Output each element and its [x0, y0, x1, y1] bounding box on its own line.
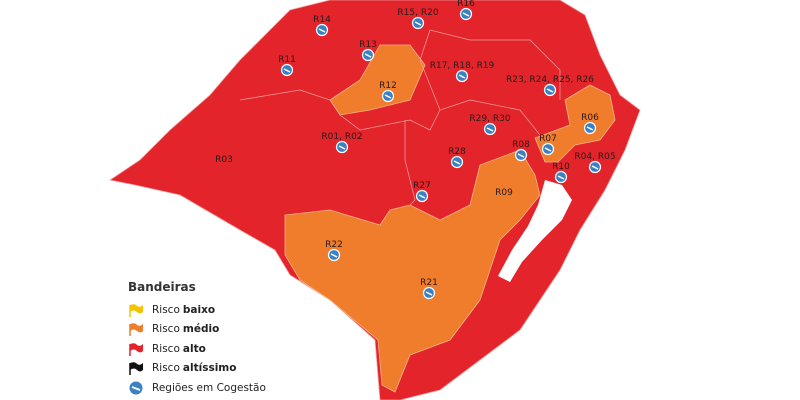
legend-item: Regiões em Cogestão: [128, 378, 266, 398]
region-borders: [404, 120, 416, 206]
region-label: R08: [512, 140, 530, 150]
flag-icon: [129, 303, 143, 317]
flag-icon: [129, 323, 143, 337]
legend-label: Risco: [152, 323, 180, 336]
region-marker: R22: [325, 240, 343, 262]
legend-label: Risco: [152, 362, 180, 375]
cogestao-glyph: [453, 160, 461, 165]
region-marker: R01, R02: [321, 132, 363, 154]
legend-label-bold: altíssimo: [182, 362, 237, 375]
legend-label: Risco: [152, 342, 180, 355]
flag-icon: [129, 362, 143, 376]
region-label: R27: [413, 181, 431, 191]
region-marker: R17, R18, R19: [430, 61, 495, 83]
cogestao-glyph: [338, 145, 346, 150]
region-borders: [419, 29, 561, 111]
region-r12-medium: [329, 44, 426, 116]
region-marker: R28: [448, 147, 466, 169]
region-marker: R03: [215, 155, 233, 165]
cogestao-glyph: [544, 147, 552, 152]
cogestao-glyph: [414, 21, 422, 26]
region-label: R04, R05: [574, 152, 615, 162]
region-marker: R16: [457, 0, 475, 21]
legend-label: Regiões em Cogestão: [152, 381, 266, 394]
region-marker: R14: [313, 15, 331, 37]
cogestao-icon: [129, 381, 143, 395]
cogestao-glyph: [591, 165, 599, 170]
region-label: R29, R30: [469, 114, 510, 124]
region-marker: R29, R30: [469, 114, 511, 136]
region-label: R06: [581, 113, 599, 123]
region-marker: R23, R24, R25, R26: [506, 75, 594, 97]
region-label: R28: [448, 147, 466, 157]
cogestao-glyph: [425, 291, 433, 296]
cogestao-glyph: [458, 74, 466, 79]
region-borders: [239, 89, 541, 136]
cogestao-glyph: [462, 12, 470, 17]
region-marker: R13: [359, 40, 377, 62]
cogestao-glyph: [486, 127, 494, 132]
legend-label-bold: alto: [182, 342, 206, 355]
cogestao-glyph: [364, 53, 372, 58]
region-label: R10: [552, 162, 570, 172]
cogestao-glyph: [557, 175, 565, 180]
region-r06-r07-medium: [534, 84, 616, 163]
region-marker: R12: [379, 81, 397, 103]
region-marker: R11: [278, 55, 296, 77]
region-marker: R04, R05: [574, 152, 616, 174]
region-label: R14: [313, 15, 331, 25]
flag-icon: [129, 342, 143, 356]
region-label: R11: [278, 55, 296, 65]
region-label: R01, R02: [321, 132, 362, 142]
region-label: R22: [325, 240, 343, 250]
lagoon: [498, 180, 572, 282]
region-label: R03: [215, 155, 233, 165]
region-label: R17, R18, R19: [430, 61, 495, 71]
legend-item: Risco alto: [128, 339, 266, 359]
cogestao-glyph: [330, 253, 338, 258]
region-label: R09: [495, 188, 513, 198]
legend-label-bold: médio: [182, 323, 220, 336]
region-label: R13: [359, 40, 377, 50]
region-marker: R21: [420, 278, 438, 300]
cogestao-glyph: [586, 126, 594, 131]
region-marker: R08: [512, 140, 530, 162]
region-label: R15, R20: [397, 8, 438, 18]
legend-title: Bandeiras: [128, 280, 196, 294]
legend-item: Risco médio: [128, 320, 266, 340]
cogestao-glyph: [418, 194, 426, 199]
region-r22-r21-r09-medium: [284, 149, 541, 393]
legend-label-bold: baixo: [182, 303, 216, 316]
cogestao-glyph: [384, 94, 392, 99]
region-marker: R09: [495, 188, 513, 198]
state-high-risk-area: [108, 0, 641, 400]
cogestao-glyph: [546, 88, 554, 93]
region-label: R07: [539, 134, 557, 144]
cogestao-glyph: [318, 28, 326, 33]
region-marker: R07: [539, 134, 557, 156]
cogestao-glyph: [517, 153, 525, 158]
region-marker: R27: [413, 181, 431, 203]
region-marker: R06: [581, 113, 599, 135]
legend-item: Risco altíssimo: [128, 359, 266, 379]
legend: Bandeiras Risco baixo Risco médio Risco alto R…: [128, 280, 266, 398]
region-label: R16: [457, 0, 475, 9]
legend-item: Risco baixo: [128, 300, 266, 320]
region-marker: R10: [552, 162, 570, 184]
cogestao-glyph: [283, 68, 291, 73]
region-label: R23, R24, R25, R26: [506, 75, 594, 85]
region-label: R21: [420, 278, 438, 288]
region-marker: R15, R20: [397, 8, 439, 30]
region-label: R12: [379, 81, 397, 91]
legend-label: Risco: [152, 303, 180, 316]
